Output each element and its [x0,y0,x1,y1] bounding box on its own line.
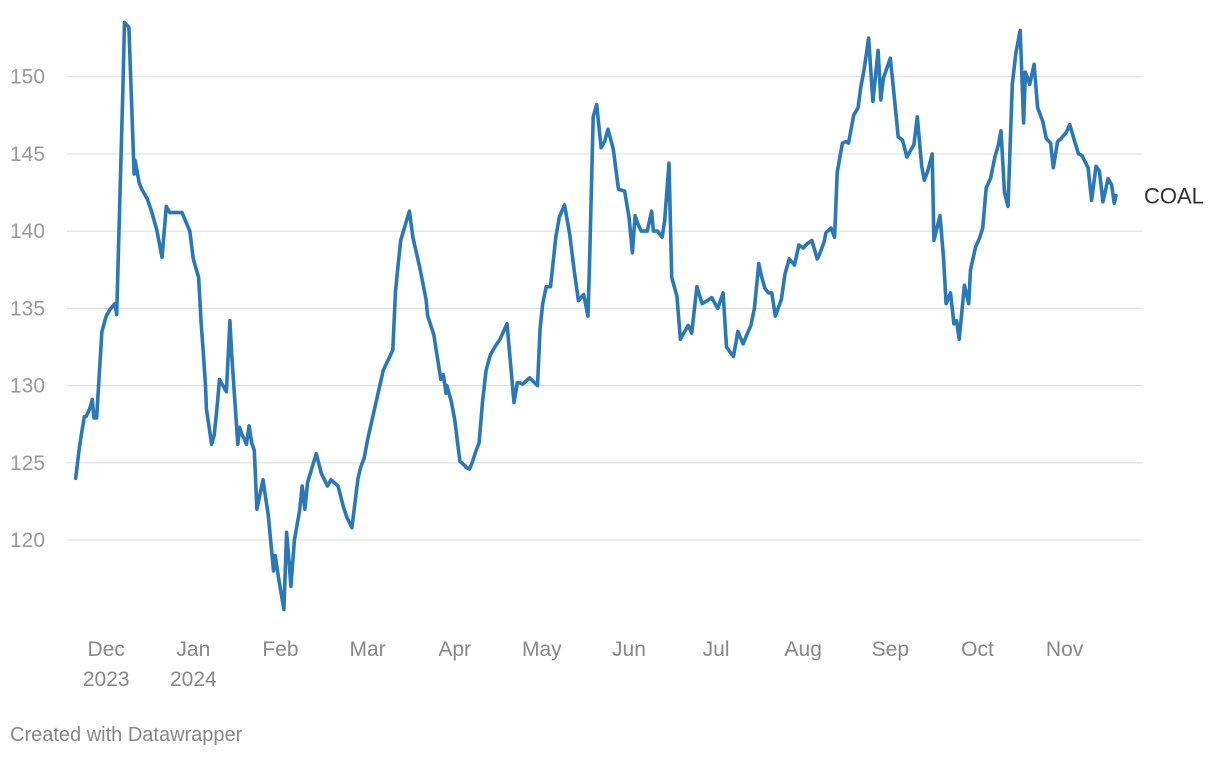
x-tick-year-label: 2024 [170,668,217,691]
series-label: COAL [1144,184,1204,209]
y-tick-label: 130 [10,375,45,398]
y-tick-label: 140 [10,220,45,243]
y-tick-label: 125 [10,452,45,475]
credit-footer: Created with Datawrapper [10,724,243,746]
y-tick-label: 135 [10,297,45,320]
y-tick-label: 145 [10,143,45,166]
y-tick-label: 120 [10,529,45,552]
x-tick-label: Sep [872,638,909,661]
line-chart: 120 125 130 135 140 145 150 Dec 2023 Jan 2024 Feb M… [10,20,1204,691]
y-tick-label: 150 [10,66,45,89]
gridlines [67,76,1143,541]
x-tick-label: Feb [262,638,298,661]
x-tick-label: Nov [1046,638,1084,661]
series-line-coal [73,20,1118,612]
x-tick-label: May [522,638,562,661]
x-tick-label: Dec [88,638,125,661]
y-axis: 120 125 130 135 140 145 150 [10,66,45,552]
x-tick-year-label: 2023 [83,668,130,691]
x-tick-label: Jan [176,638,210,661]
x-tick-label: Jul [703,638,730,661]
x-tick-label: Oct [961,638,994,661]
series-layer: COAL [73,20,1204,612]
x-tick-label: Apr [438,638,471,661]
x-axis: Dec 2023 Jan 2024 Feb Mar Apr May Jun Jul Aug Sep Oc… [83,638,1084,691]
x-tick-label: Aug [785,638,822,661]
x-tick-label: Mar [349,638,385,661]
x-tick-label: Jun [612,638,646,661]
